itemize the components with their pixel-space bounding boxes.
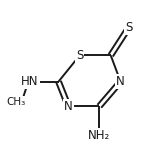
Text: S: S [76,49,83,62]
Text: HN: HN [21,75,39,88]
Text: CH₃: CH₃ [6,97,26,107]
Text: N: N [64,100,73,113]
Text: N: N [116,75,125,88]
Text: NH₂: NH₂ [88,129,110,142]
Text: S: S [125,21,132,34]
